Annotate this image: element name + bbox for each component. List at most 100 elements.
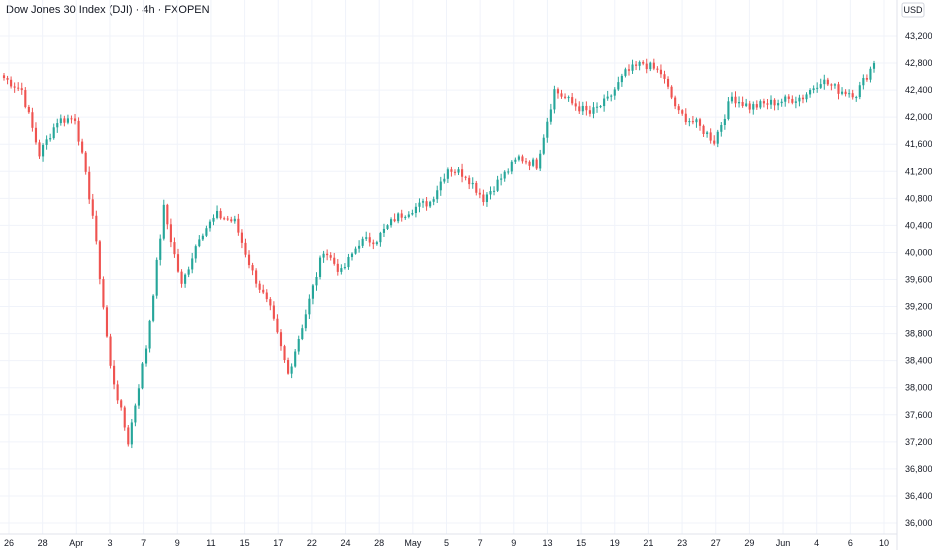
y-tick-label: 36,000.0: [905, 518, 932, 528]
y-tick-label: 41,600.0: [905, 139, 932, 149]
candle-body: [105, 307, 109, 337]
candle-body: [794, 101, 797, 103]
candle-body: [666, 78, 670, 87]
candle-body: [318, 257, 322, 277]
y-tick-label: 38,000.0: [905, 383, 932, 393]
candle-body: [198, 239, 201, 247]
candle-body: [823, 79, 826, 85]
candle: [446, 167, 449, 183]
candle-body: [205, 228, 208, 236]
candle-body: [333, 257, 336, 264]
candle-body: [766, 103, 769, 105]
candle-body: [283, 346, 286, 361]
candle-body: [56, 123, 59, 128]
candle-body: [720, 125, 723, 132]
candle-body: [137, 388, 141, 406]
price-axis[interactable]: 43,200.0 42,800.0 42,400.0 42,000.0 41,600.0…: [905, 31, 932, 528]
candle-body: [336, 263, 339, 272]
candle: [365, 231, 368, 241]
candle: [677, 103, 680, 114]
candle-body: [276, 318, 279, 333]
x-tick-label: 4: [814, 538, 819, 548]
candle-body: [574, 103, 577, 107]
candle-body: [546, 121, 549, 138]
y-tick-label: 39,200.0: [905, 302, 932, 312]
time-axis[interactable]: 26 28 Apr 3 7 9 11 15 17 22 24 28 May 5 7 9 13 15 19 21 23 27…: [4, 538, 889, 548]
candle-body: [631, 64, 634, 71]
candle: [503, 170, 506, 182]
x-tick-label: 26: [4, 538, 14, 548]
currency-badge-box[interactable]: [901, 2, 925, 18]
x-tick-label: 5: [444, 538, 449, 548]
candle: [663, 70, 666, 84]
candle: [70, 115, 73, 124]
candle: [528, 160, 531, 171]
candle-body: [556, 89, 560, 94]
candle: [482, 189, 485, 206]
candle-body: [102, 279, 105, 308]
candle: [787, 94, 790, 104]
candle-body: [134, 405, 137, 423]
candle-body: [461, 169, 464, 177]
candle: [858, 81, 861, 100]
candle-body: [599, 106, 602, 108]
candle-body: [709, 132, 712, 141]
candle: [247, 250, 251, 269]
candle-body: [368, 237, 371, 243]
candle: [809, 88, 812, 98]
candle-body: [155, 259, 158, 296]
candle-body: [265, 292, 268, 300]
candle-body: [212, 217, 215, 222]
candle: [606, 90, 609, 101]
candle-body: [70, 118, 73, 120]
candle-body: [578, 106, 581, 112]
candle-body: [695, 119, 698, 123]
chart-title: Dow Jones 30 Index (DJI) · 4h · FXOPEN: [6, 4, 210, 16]
candle-body: [240, 232, 243, 243]
candle: [563, 93, 567, 100]
x-tick-label: 7: [141, 538, 146, 548]
x-tick-label: 15: [576, 538, 586, 548]
candle: [230, 216, 233, 223]
candle: [141, 362, 144, 390]
candle: [144, 345, 148, 367]
candle: [290, 363, 293, 379]
candle-body: [52, 127, 55, 139]
candle-body: [414, 206, 417, 214]
candle: [688, 118, 691, 127]
y-tick-label: 42,000.0: [905, 112, 932, 122]
candle-body: [237, 218, 240, 233]
candle: [6, 75, 9, 85]
candle-body: [517, 156, 520, 160]
candle: [262, 284, 265, 295]
x-tick-label: 3: [107, 538, 112, 548]
candle: [737, 96, 741, 108]
candle: [407, 211, 410, 219]
candle-body: [443, 178, 446, 182]
candle: [844, 89, 847, 97]
candle-body: [141, 363, 144, 389]
candle-body: [524, 161, 528, 163]
currency-badge[interactable]: USD: [903, 5, 923, 15]
candle-body: [617, 82, 620, 90]
candle: [773, 98, 776, 111]
candle: [716, 129, 719, 148]
candle-body: [162, 204, 165, 239]
candle: [727, 97, 730, 121]
x-tick-label: 9: [511, 538, 516, 548]
candle-body: [361, 238, 364, 246]
candle: [52, 123, 55, 140]
candle-body: [17, 87, 20, 89]
candle: [10, 76, 13, 89]
candle: [116, 380, 119, 404]
candle: [620, 73, 623, 87]
candle: [872, 60, 876, 73]
candle: [304, 309, 307, 332]
candle: [411, 209, 414, 216]
candle-body: [496, 179, 499, 191]
candle: [837, 81, 840, 100]
candle: [638, 60, 641, 71]
candle-body: [279, 332, 283, 347]
candle: [98, 239, 101, 285]
